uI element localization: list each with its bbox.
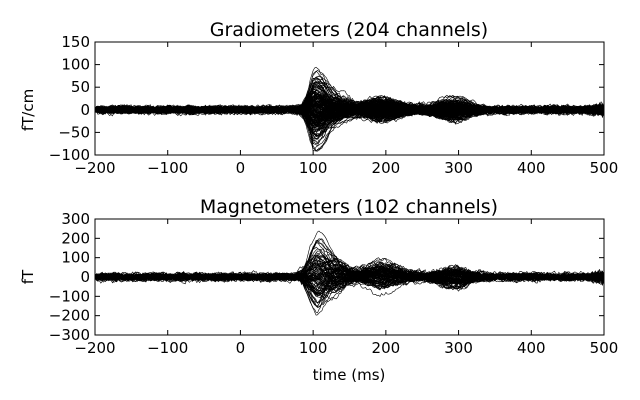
gradiometers-title: Gradiometers (204 channels) (210, 19, 488, 41)
time-xlabel: time (ms) (313, 366, 386, 384)
x-tick-label: 200 (372, 339, 401, 357)
channel-trace (94, 272, 605, 293)
gradiometers-ylabel: fT/cm (19, 89, 37, 131)
x-tick-label: 200 (372, 159, 401, 177)
y-tick-label: −100 (49, 146, 90, 164)
y-tick-label: −50 (58, 123, 90, 141)
x-tick-label: −100 (147, 159, 188, 177)
gradiometers-panel: Gradiometers (204 channels) fT/cm −200 −1… (19, 19, 618, 177)
y-tick-label: −100 (49, 287, 90, 305)
x-tick-label: 100 (299, 159, 328, 177)
x-tick-label: 0 (236, 159, 246, 177)
y-tick-label: 300 (61, 210, 90, 228)
y-tick-label: −300 (49, 326, 90, 344)
x-tick-label: 300 (444, 339, 473, 357)
y-tick-label: 100 (61, 249, 90, 267)
channel-trace (94, 86, 605, 115)
x-tick-label: 300 (444, 159, 473, 177)
channel-trace (94, 255, 605, 285)
x-tick-label: 0 (236, 339, 246, 357)
gradiometers-traces (94, 66, 605, 152)
x-tick-label: 400 (517, 339, 546, 357)
x-tick-label: 500 (590, 339, 619, 357)
magnetometers-title: Magnetometers (102 channels) (200, 196, 498, 218)
channel-trace (94, 264, 605, 295)
y-tick-label: 150 (61, 33, 90, 51)
channel-trace (94, 99, 605, 133)
magnetometers-ylabel: fT (19, 269, 37, 284)
y-tick-label: 0 (80, 101, 90, 119)
x-tick-label: 500 (590, 159, 619, 177)
y-tick-label: 100 (61, 56, 90, 74)
x-tick-label: −200 (74, 339, 115, 357)
magnetometers-axes-frame (94, 218, 605, 336)
y-tick-label: −200 (49, 307, 90, 325)
y-tick-label: 0 (80, 268, 90, 286)
x-tick-label: 100 (299, 339, 328, 357)
magnetometers-panel: Magnetometers (102 channels) fT time (ms… (19, 196, 618, 384)
y-tick-label: 200 (61, 229, 90, 247)
x-tick-label: −200 (74, 159, 115, 177)
y-tick-label: 50 (71, 78, 90, 96)
x-tick-label: 400 (517, 159, 546, 177)
magnetometers-traces (94, 230, 605, 316)
x-tick-label: −100 (147, 339, 188, 357)
gradiometers-axes-frame (94, 41, 605, 156)
magnetometers-ticks: −200 −100 0 100 200 300 400 500−300−200−1000100… (49, 210, 619, 357)
